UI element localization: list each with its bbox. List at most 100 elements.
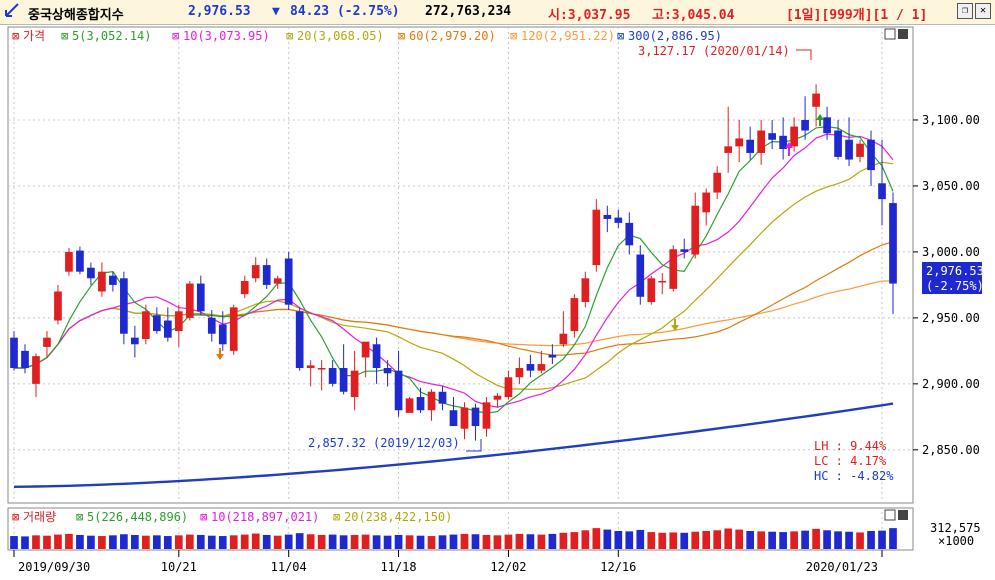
x-tick-label: 10/21	[161, 560, 197, 574]
volume-bar	[779, 532, 787, 549]
legend-ma300-icon[interactable]: ⊠	[617, 29, 624, 43]
volume-bar	[878, 530, 886, 549]
candles	[10, 84, 897, 441]
legend-ma120-icon[interactable]: ⊠	[510, 29, 517, 43]
chart-arrow-icon[interactable]	[4, 2, 20, 22]
candle-body	[350, 370, 359, 398]
candle-body	[889, 203, 897, 284]
candle-body	[669, 249, 678, 289]
volume-bar	[581, 530, 590, 549]
volume-bar	[196, 534, 205, 549]
candle-body	[76, 250, 84, 272]
signal-arrow-icon	[216, 348, 224, 360]
panel-minimize-icon[interactable]	[884, 28, 896, 40]
candle-body	[460, 407, 469, 429]
volume-bar	[625, 531, 634, 549]
legend-ma60[interactable]: 60(2,979.20)	[409, 29, 496, 43]
volume-bar	[504, 534, 513, 549]
restore-icon[interactable]: ❐	[957, 3, 973, 19]
candle-body	[526, 364, 535, 371]
volume-bar	[713, 530, 722, 549]
y-tick-label: 2,900.00	[922, 377, 980, 391]
volume-bar	[823, 530, 831, 549]
candle-body	[691, 205, 700, 255]
volume-bar	[691, 531, 700, 549]
candle-body	[240, 280, 249, 295]
y-axis-ticks: 3,100.00 3,050.00 3,000.00 2,950.00 2,900.00…	[913, 113, 980, 457]
candle-body	[163, 320, 172, 338]
close-icon[interactable]: ✕	[975, 3, 991, 19]
legend-ma10[interactable]: 10(3,073.95)	[183, 29, 270, 43]
volume-bar	[427, 536, 436, 549]
candle-body	[273, 278, 282, 284]
panel-close-icon[interactable]	[898, 29, 908, 39]
legend-ma5-icon[interactable]: ⊠	[61, 29, 68, 43]
legend-vol-ma10-icon[interactable]: ⊠	[200, 510, 207, 524]
candle-body	[152, 315, 161, 332]
candle-body	[658, 280, 667, 283]
legend-ma20-icon[interactable]: ⊠	[286, 29, 293, 43]
candle-body	[131, 337, 139, 345]
candle-body	[383, 368, 392, 374]
low-pointer	[466, 439, 482, 452]
last-price: 2,976.53	[926, 264, 984, 278]
candle-body	[427, 391, 436, 411]
volume-legend: ⊠ 거래량 ⊠ 5(226,448,896) ⊠ 10(218,897,021)…	[12, 510, 452, 524]
chart-canvas[interactable]: 3,100.00 3,050.00 3,000.00 2,950.00 2,900.00…	[0, 24, 995, 580]
legend-vol-ma20-icon[interactable]: ⊠	[333, 510, 340, 524]
candle-body	[405, 398, 414, 413]
candle-body	[856, 143, 864, 157]
candle-body	[306, 365, 315, 369]
volume-bar	[416, 535, 425, 549]
volume-bar	[724, 528, 733, 549]
ma20-line	[14, 161, 894, 390]
volume-bar	[493, 535, 502, 549]
legend-volume-icon[interactable]: ⊠	[12, 510, 19, 524]
legend-ma300[interactable]: 300(2,886.95)	[628, 29, 722, 43]
legend-volume[interactable]: 거래량	[23, 510, 56, 524]
volume-bar	[262, 534, 271, 549]
volume-bar	[317, 534, 326, 549]
volume-bar	[735, 529, 744, 549]
candle-body	[361, 341, 370, 358]
volume-bar	[372, 535, 381, 549]
volume-close-icon[interactable]	[898, 510, 908, 520]
legend-price-icon[interactable]: ⊠	[12, 29, 19, 43]
legend-vol-ma20[interactable]: 20(238,422,150)	[344, 510, 452, 524]
volume-minimize-icon[interactable]	[884, 509, 896, 521]
legend-vol-ma5-icon[interactable]: ⊠	[76, 510, 83, 524]
candle-body	[449, 410, 458, 427]
price-change: 84.23 (-2.75%)	[290, 4, 400, 19]
volume-bar	[273, 535, 282, 549]
candle-body	[636, 254, 645, 297]
legend-ma10-icon[interactable]: ⊠	[172, 29, 179, 43]
x-tick-label: 12/02	[490, 560, 526, 574]
volume-bar	[328, 534, 337, 549]
volume-bar	[526, 534, 535, 549]
legend-price[interactable]: 가격	[23, 29, 45, 43]
candle-body	[790, 126, 798, 147]
last-price-box	[922, 262, 982, 294]
volume-bar	[757, 531, 765, 549]
y-tick-label: 3,100.00	[922, 113, 980, 127]
ma300-line	[13, 402, 894, 488]
legend-vol-ma10[interactable]: 10(218,897,021)	[211, 510, 319, 524]
volume-scale-value: 312,575	[930, 521, 981, 535]
candle-body	[328, 368, 337, 384]
legend-ma120[interactable]: 120(2,951.22)	[521, 29, 615, 43]
legend-ma5[interactable]: 5(3,052.14)	[72, 29, 151, 43]
period-selector[interactable]: [1일][999개][1 / 1]	[786, 8, 928, 23]
volume-bar	[768, 531, 776, 549]
legend-vol-ma5[interactable]: 5(226,448,896)	[87, 510, 188, 524]
legend-ma20[interactable]: 20(3,068.05)	[297, 29, 384, 43]
volume-bar	[284, 534, 293, 549]
volume-bar	[251, 533, 260, 549]
candle-body	[229, 307, 238, 351]
volume-bar	[32, 535, 40, 549]
legend-ma60-icon[interactable]: ⊠	[398, 29, 405, 43]
volume-bar	[801, 530, 809, 549]
hc-stat: HC : -4.82%	[814, 469, 894, 483]
candle-body	[43, 337, 51, 347]
candle-body	[581, 278, 590, 303]
volume-bar	[746, 531, 755, 549]
